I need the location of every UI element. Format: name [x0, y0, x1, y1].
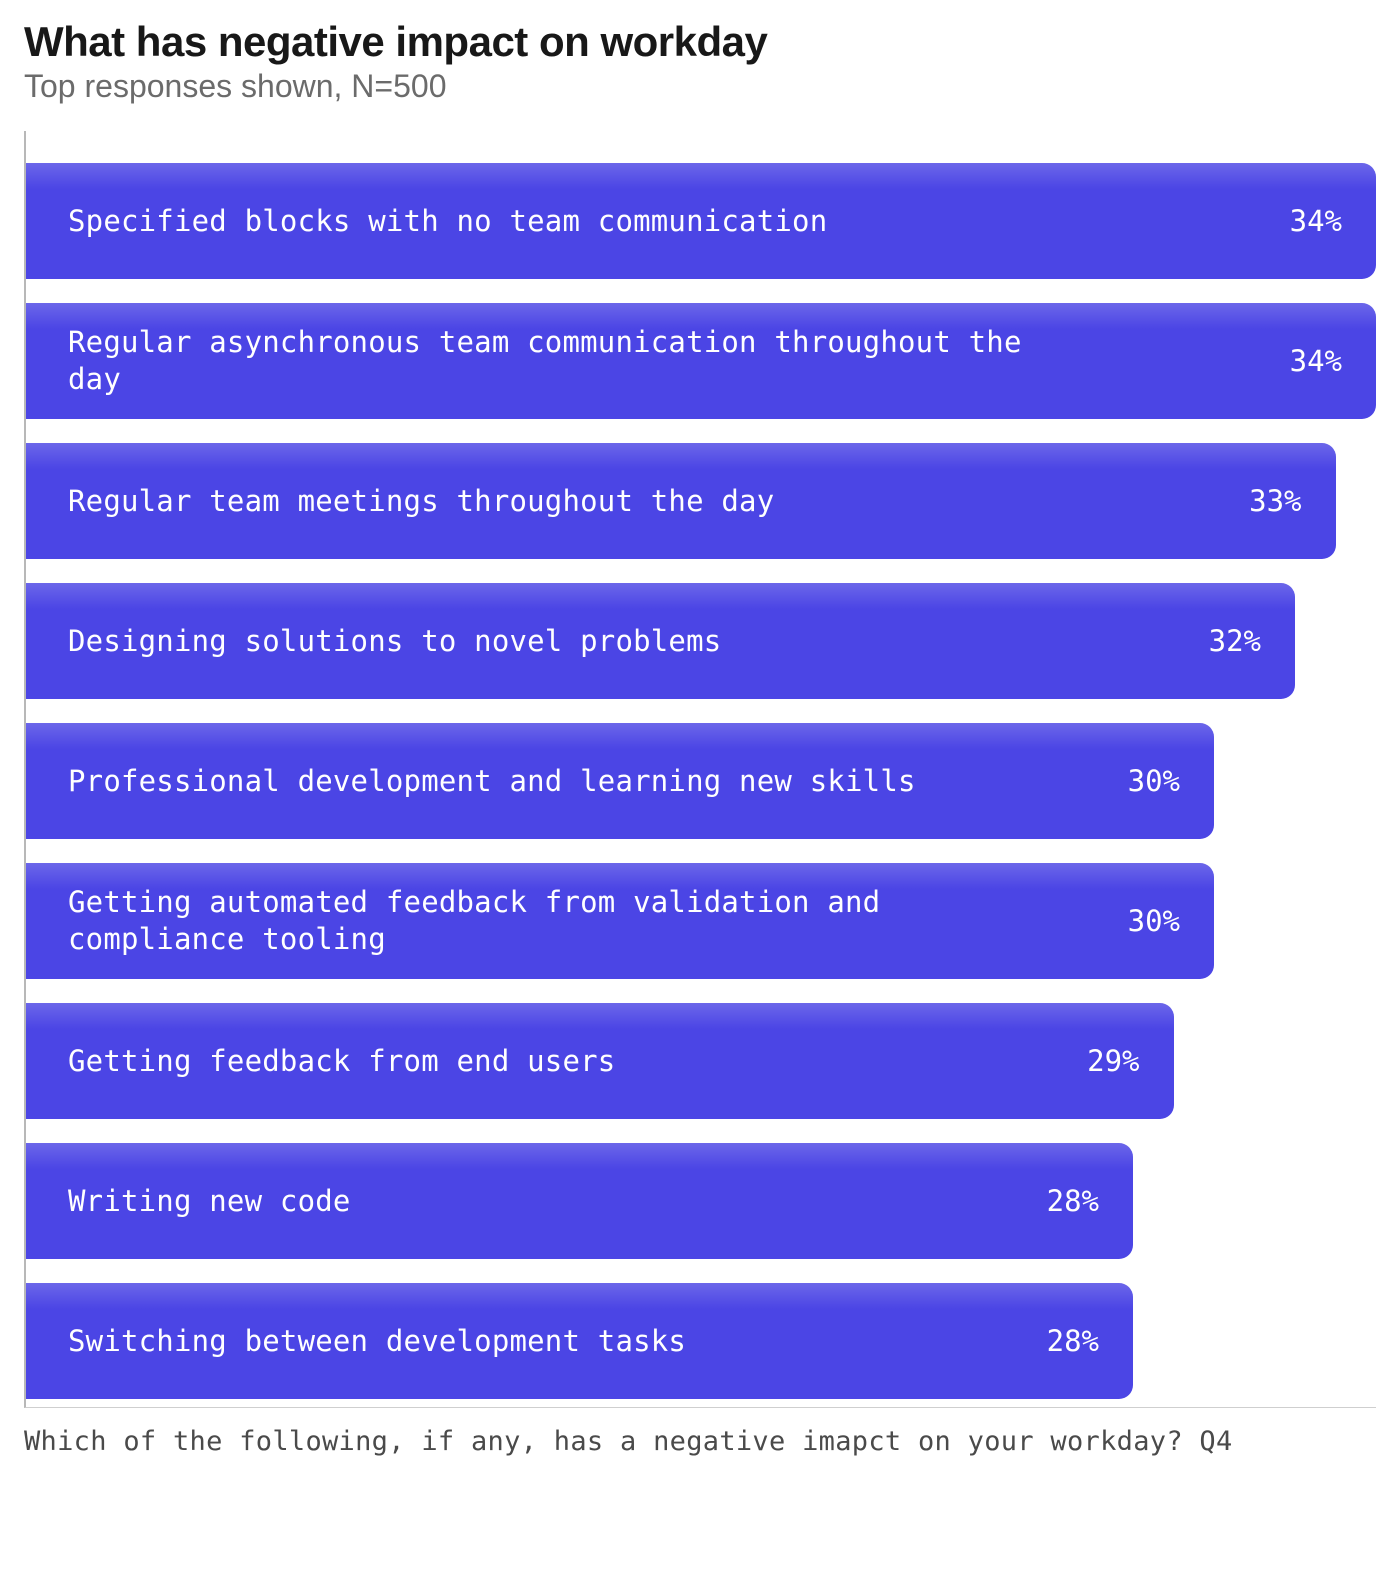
bar-label: Getting automated feedback from validati… — [68, 884, 958, 958]
bar-label: Getting feedback from end users — [68, 1043, 615, 1080]
bar-value: 29% — [1087, 1044, 1139, 1078]
bar-value: 30% — [1128, 904, 1180, 938]
chart-title: What has negative impact on workday — [24, 18, 1376, 66]
bar-label: Regular team meetings throughout the day — [68, 483, 774, 520]
chart-bars: Specified blocks with no team communicat… — [26, 141, 1376, 1399]
bar-label: Designing solutions to novel problems — [68, 623, 721, 660]
chart-container: What has negative impact on workday Top … — [24, 18, 1376, 1457]
bar: Designing solutions to novel problems 32% — [26, 583, 1295, 699]
chart-plot-area: Specified blocks with no team communicat… — [24, 141, 1376, 1408]
bar-value: 28% — [1047, 1184, 1099, 1218]
bar-value: 28% — [1047, 1324, 1099, 1358]
bar-value: 32% — [1209, 624, 1261, 658]
bar-value: 34% — [1290, 344, 1342, 378]
bar-label: Regular asynchronous team communication … — [68, 324, 1087, 398]
bar: Specified blocks with no team communicat… — [26, 163, 1376, 279]
bar: Professional development and learning ne… — [26, 723, 1214, 839]
bar-value: 30% — [1128, 764, 1180, 798]
bar-row: Switching between development tasks 28% — [26, 1283, 1376, 1399]
bar: Regular team meetings throughout the day… — [26, 443, 1336, 559]
bar-row: Getting automated feedback from validati… — [26, 863, 1376, 979]
bar: Switching between development tasks 28% — [26, 1283, 1133, 1399]
bar-label: Writing new code — [68, 1183, 351, 1220]
bar-label: Professional development and learning ne… — [68, 763, 916, 800]
chart-footer: Which of the following, if any, has a ne… — [24, 1426, 1376, 1457]
bar-label: Specified blocks with no team communicat… — [68, 203, 827, 240]
bar-row: Getting feedback from end users 29% — [26, 1003, 1376, 1119]
bar-value: 34% — [1290, 204, 1342, 238]
bar: Regular asynchronous team communication … — [26, 303, 1376, 419]
bar-row: Writing new code 28% — [26, 1143, 1376, 1259]
chart-subtitle: Top responses shown, N=500 — [24, 68, 1376, 105]
bar-row: Professional development and learning ne… — [26, 723, 1376, 839]
bar-label: Switching between development tasks — [68, 1323, 686, 1360]
bar: Getting automated feedback from validati… — [26, 863, 1214, 979]
bar-row: Designing solutions to novel problems 32% — [26, 583, 1376, 699]
axis-tick — [24, 131, 26, 141]
bar-row: Regular asynchronous team communication … — [26, 303, 1376, 419]
bar: Getting feedback from end users 29% — [26, 1003, 1174, 1119]
bar-row: Specified blocks with no team communicat… — [26, 163, 1376, 279]
bar: Writing new code 28% — [26, 1143, 1133, 1259]
bar-row: Regular team meetings throughout the day… — [26, 443, 1376, 559]
bar-value: 33% — [1249, 484, 1301, 518]
